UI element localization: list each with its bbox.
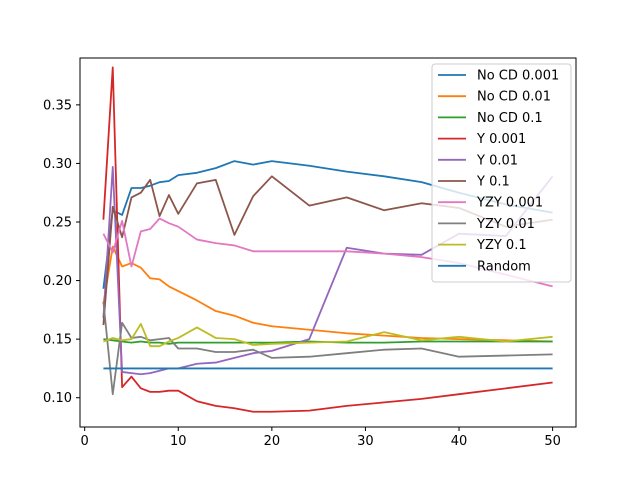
legend-label: YZY 0.01 (476, 217, 535, 232)
legend-label: No CD 0.001 (477, 69, 559, 84)
legend-label: YZY 0.1 (476, 238, 527, 253)
legend-label: Y 0.01 (476, 153, 518, 168)
series-line-1 (102, 160, 553, 289)
y-axis: 0.10 0.15 0.20 0.25 0.30 0.35 (43, 98, 80, 406)
series-line-7 (102, 217, 553, 288)
y-tick-label: 0.10 (43, 391, 72, 406)
plot-frame (79, 57, 577, 428)
x-tick-label: 40 (451, 434, 468, 449)
series-line-4 (102, 66, 553, 413)
series-line-5 (102, 166, 554, 376)
y-tick-label: 0.15 (43, 333, 72, 348)
y-tick-label: 0.35 (43, 98, 72, 113)
y-tick-label: 0.25 (43, 216, 72, 231)
legend-label: No CD 0.01 (477, 90, 551, 105)
legend: No CD 0.001 No CD 0.01 No CD 0.1 Y 0.001 Y 0… (431, 63, 572, 283)
x-tick-label: 30 (357, 434, 374, 449)
x-tick-label: 50 (544, 434, 561, 449)
y-tick-label: 0.30 (43, 157, 72, 172)
series-line-8 (102, 301, 553, 396)
x-tick-label: 10 (170, 434, 187, 449)
legend-box (431, 63, 572, 283)
x-tick-label: 20 (264, 434, 281, 449)
series-line-9 (103, 323, 553, 348)
legend-label: Random (477, 259, 531, 274)
y-tick-label: 0.20 (43, 274, 72, 289)
legend-label: YZY 0.001 (476, 196, 543, 211)
series-line-6 (102, 175, 553, 326)
x-tick-label: 0 (81, 434, 89, 449)
legend-label: Y 0.001 (476, 132, 526, 147)
plot-lines (102, 66, 554, 413)
x-axis: 0 10 20 30 40 50 (81, 427, 561, 449)
legend-label: No CD 0.1 (477, 111, 543, 126)
series-line-3 (103, 338, 553, 345)
legend-label: Y 0.1 (476, 175, 510, 190)
